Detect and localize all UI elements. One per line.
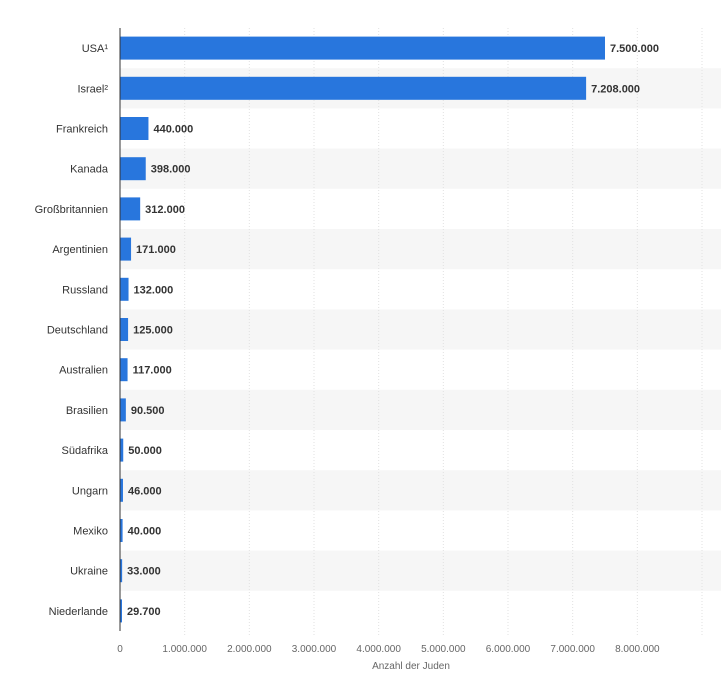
x-tick-label: 0 [117, 644, 123, 655]
category-label: Deutschland [47, 325, 108, 337]
bar [120, 318, 129, 341]
bar [120, 237, 132, 261]
category-label: Brasilien [66, 405, 108, 417]
row-stripe [120, 389, 721, 430]
value-label: 90.500 [131, 405, 165, 417]
category-label: Mexiko [73, 526, 108, 538]
value-label: 33.000 [127, 566, 161, 578]
category-label: Großbritannien [35, 204, 108, 216]
labels: 0 1.000.000 2.000.000 3.000.000 4.000.000 5.0… [35, 43, 660, 655]
category-label: Argentinien [52, 244, 108, 256]
category-label: Israel² [77, 83, 108, 95]
x-tick-label: 4.000.000 [356, 644, 401, 655]
row-stripe [120, 148, 721, 189]
row-stripes [120, 68, 721, 591]
category-label: Russland [62, 284, 108, 296]
x-axis-title: Anzahl der Juden [372, 661, 450, 672]
value-label: 7.208.000 [591, 83, 640, 95]
value-label: 312.000 [145, 204, 185, 216]
value-label: 46.000 [128, 485, 162, 497]
row-stripe [120, 550, 721, 591]
value-label: 132.000 [134, 284, 174, 296]
bar [120, 157, 146, 181]
x-tick-label: 6.000.000 [486, 644, 531, 655]
x-tick-label: 3.000.000 [292, 644, 337, 655]
bar [120, 117, 149, 140]
bar [120, 76, 587, 100]
value-label: 50.000 [128, 445, 162, 457]
x-tick-label: 1.000.000 [162, 644, 207, 655]
value-label: 171.000 [136, 244, 176, 256]
x-tick-label: 5.000.000 [421, 644, 466, 655]
value-label: 29.700 [127, 606, 161, 618]
value-label: 125.000 [133, 325, 173, 337]
category-label: Ukraine [70, 566, 108, 578]
value-label: 40.000 [128, 526, 162, 538]
bars [120, 36, 605, 623]
category-label: Australien [59, 365, 108, 377]
bar [120, 519, 123, 542]
row-stripe [120, 229, 721, 270]
grid-lines [184, 28, 703, 637]
bar [120, 36, 605, 60]
category-label: Frankreich [56, 124, 108, 136]
category-label: USA¹ [82, 43, 109, 55]
row-stripe [120, 309, 721, 350]
category-label: Südafrika [62, 445, 109, 457]
bar [120, 599, 122, 623]
x-tick-label: 7.000.000 [550, 644, 595, 655]
bar [120, 559, 123, 583]
bar [120, 438, 124, 462]
value-label: 117.000 [133, 365, 172, 377]
bar [120, 277, 129, 301]
x-tick-label: 2.000.000 [227, 644, 272, 655]
bar [120, 197, 141, 221]
category-label: Ungarn [72, 485, 108, 497]
bar [120, 358, 128, 382]
x-tick-label: 8.000.000 [615, 644, 660, 655]
row-stripe [120, 470, 721, 511]
category-label: Kanada [70, 164, 109, 176]
bar [120, 398, 126, 422]
value-label: 398.000 [151, 164, 191, 176]
category-label: Niederlande [49, 606, 108, 618]
value-label: 440.000 [153, 124, 193, 136]
value-label: 7.500.000 [610, 43, 659, 55]
bar [120, 478, 123, 502]
